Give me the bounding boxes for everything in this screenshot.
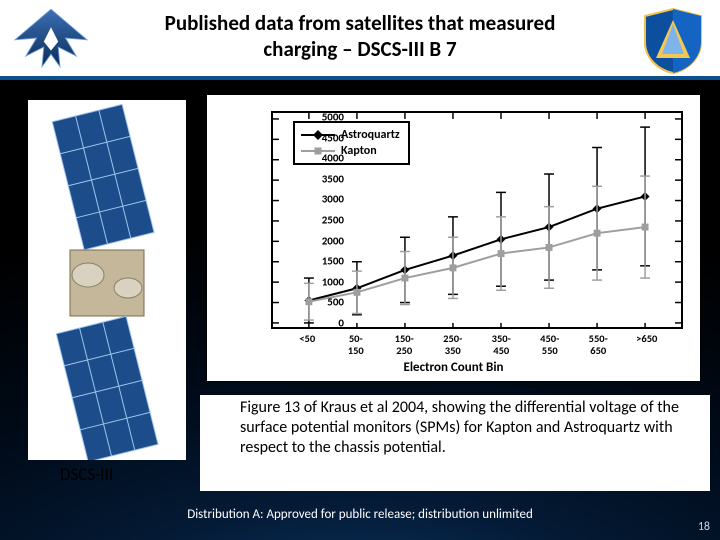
chart-x-label: Electron Count Bin (207, 360, 700, 375)
chart-y-tick: 3500 (274, 172, 344, 185)
afrl-shield-icon (638, 6, 708, 76)
airforce-logo-icon (6, 2, 96, 74)
legend-label: Kapton (341, 144, 377, 158)
chart-y-tick: 1500 (274, 255, 344, 268)
chart-x-tick: 50-150 (331, 333, 381, 356)
chart-x-tick: <50 (282, 333, 332, 345)
page-number: 18 (698, 520, 710, 534)
satellite-label: DSCS-III (60, 464, 113, 485)
chart-panel: Average SPM Voltage (V) Electron Count B… (206, 94, 701, 382)
chart-x-tick: 450-550 (525, 333, 575, 356)
slide-title: Published data from satellites that meas… (110, 10, 610, 63)
chart-y-tick: 4000 (274, 152, 344, 165)
chart-x-tick: 150-250 (379, 333, 429, 356)
chart-y-tick: 500 (274, 296, 344, 309)
chart-y-tick: 2000 (274, 234, 344, 247)
chart-y-tick: 1000 (274, 275, 344, 288)
chart-y-tick: 5000 (274, 111, 344, 124)
chart-x-tick: 250-350 (428, 333, 478, 356)
chart-x-tick: >650 (622, 333, 672, 345)
satellite-image (28, 100, 186, 460)
chart-x-tick: 350-450 (476, 333, 526, 356)
chart-y-tick: 2500 (274, 214, 344, 227)
chart-y-tick: 0 (274, 317, 344, 330)
slide: Published data from satellites that meas… (0, 0, 720, 540)
title-line-1: Published data from satellites that meas… (165, 10, 556, 36)
chart-y-tick: 4500 (274, 131, 344, 144)
legend-label: Astroquartz (341, 128, 400, 142)
chart-x-tick: 550-650 (573, 333, 623, 356)
chart-y-tick: 3000 (274, 193, 344, 206)
figure-caption: Figure 13 of Kraus et al 2004, showing t… (240, 398, 690, 458)
distribution-statement: Distribution A: Approved for public rele… (0, 507, 720, 522)
title-line-2: charging – DSCS-III B 7 (263, 36, 456, 62)
